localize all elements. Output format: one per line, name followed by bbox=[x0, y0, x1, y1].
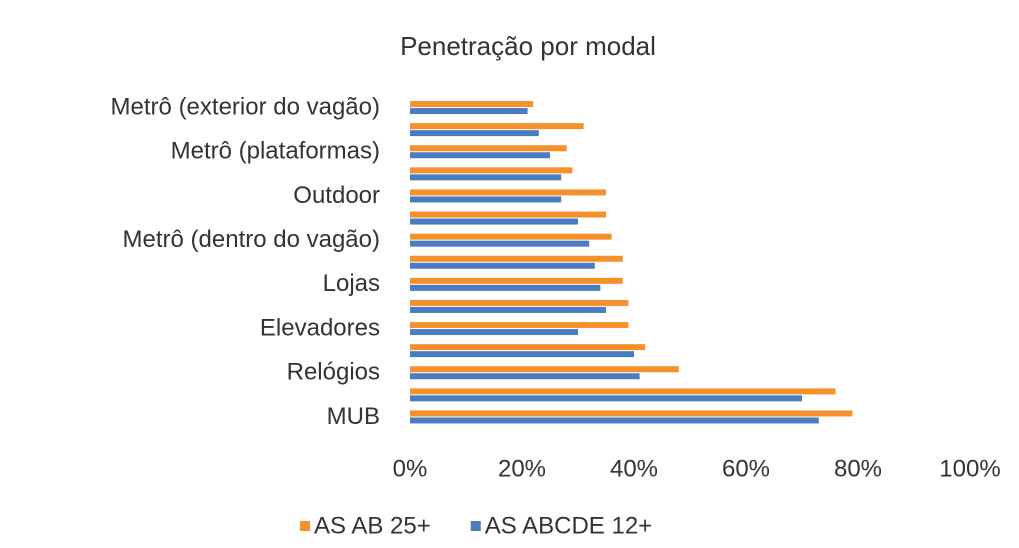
bar bbox=[410, 108, 528, 115]
y-tick-label: MUB bbox=[327, 403, 380, 430]
bar bbox=[410, 211, 606, 218]
legend-label: AS AB 25+ bbox=[314, 512, 431, 539]
bar bbox=[410, 299, 629, 306]
y-tick-label: Outdoor bbox=[293, 182, 380, 209]
x-tick-label: 100% bbox=[939, 455, 1000, 482]
x-tick-label: 40% bbox=[610, 455, 658, 482]
y-tick-label: Lojas bbox=[323, 270, 380, 297]
bar bbox=[410, 395, 802, 402]
bar bbox=[410, 322, 629, 329]
bar bbox=[410, 123, 584, 130]
bar bbox=[410, 373, 640, 380]
x-tick-label: 20% bbox=[498, 455, 546, 482]
x-tick-label: 0% bbox=[393, 455, 428, 482]
y-tick-label: Metrô (exterior do vagão) bbox=[111, 93, 380, 120]
bar bbox=[410, 329, 578, 336]
legend-swatch bbox=[300, 521, 310, 531]
bar bbox=[410, 167, 573, 174]
x-tick-label: 60% bbox=[722, 455, 770, 482]
chart-title: Penetração por modal bbox=[400, 31, 656, 61]
bar bbox=[410, 284, 601, 291]
y-tick-label: Metrô (plataformas) bbox=[171, 138, 380, 165]
legend-label: AS ABCDE 12+ bbox=[485, 512, 652, 539]
bar bbox=[410, 344, 646, 351]
y-tick-label: Metrô (dentro do vagão) bbox=[123, 226, 380, 253]
bar bbox=[410, 196, 562, 203]
bar bbox=[410, 255, 623, 262]
bar bbox=[410, 262, 595, 269]
bar bbox=[410, 388, 836, 395]
bar bbox=[410, 130, 539, 137]
bar bbox=[410, 351, 634, 358]
bar bbox=[410, 410, 853, 417]
y-tick-label: Relógios bbox=[287, 359, 380, 386]
bar bbox=[410, 306, 606, 313]
bar bbox=[410, 145, 567, 152]
bar bbox=[410, 277, 623, 284]
bar bbox=[410, 174, 562, 181]
y-tick-label: Elevadores bbox=[260, 314, 380, 341]
bar bbox=[410, 366, 679, 373]
bar bbox=[410, 152, 550, 159]
bar bbox=[410, 240, 590, 247]
x-tick-label: 80% bbox=[834, 455, 882, 482]
bar bbox=[410, 101, 534, 108]
legend-swatch bbox=[470, 521, 481, 531]
bar bbox=[410, 233, 612, 240]
bar bbox=[410, 417, 819, 424]
bar bbox=[410, 218, 578, 225]
bar bbox=[410, 189, 606, 196]
